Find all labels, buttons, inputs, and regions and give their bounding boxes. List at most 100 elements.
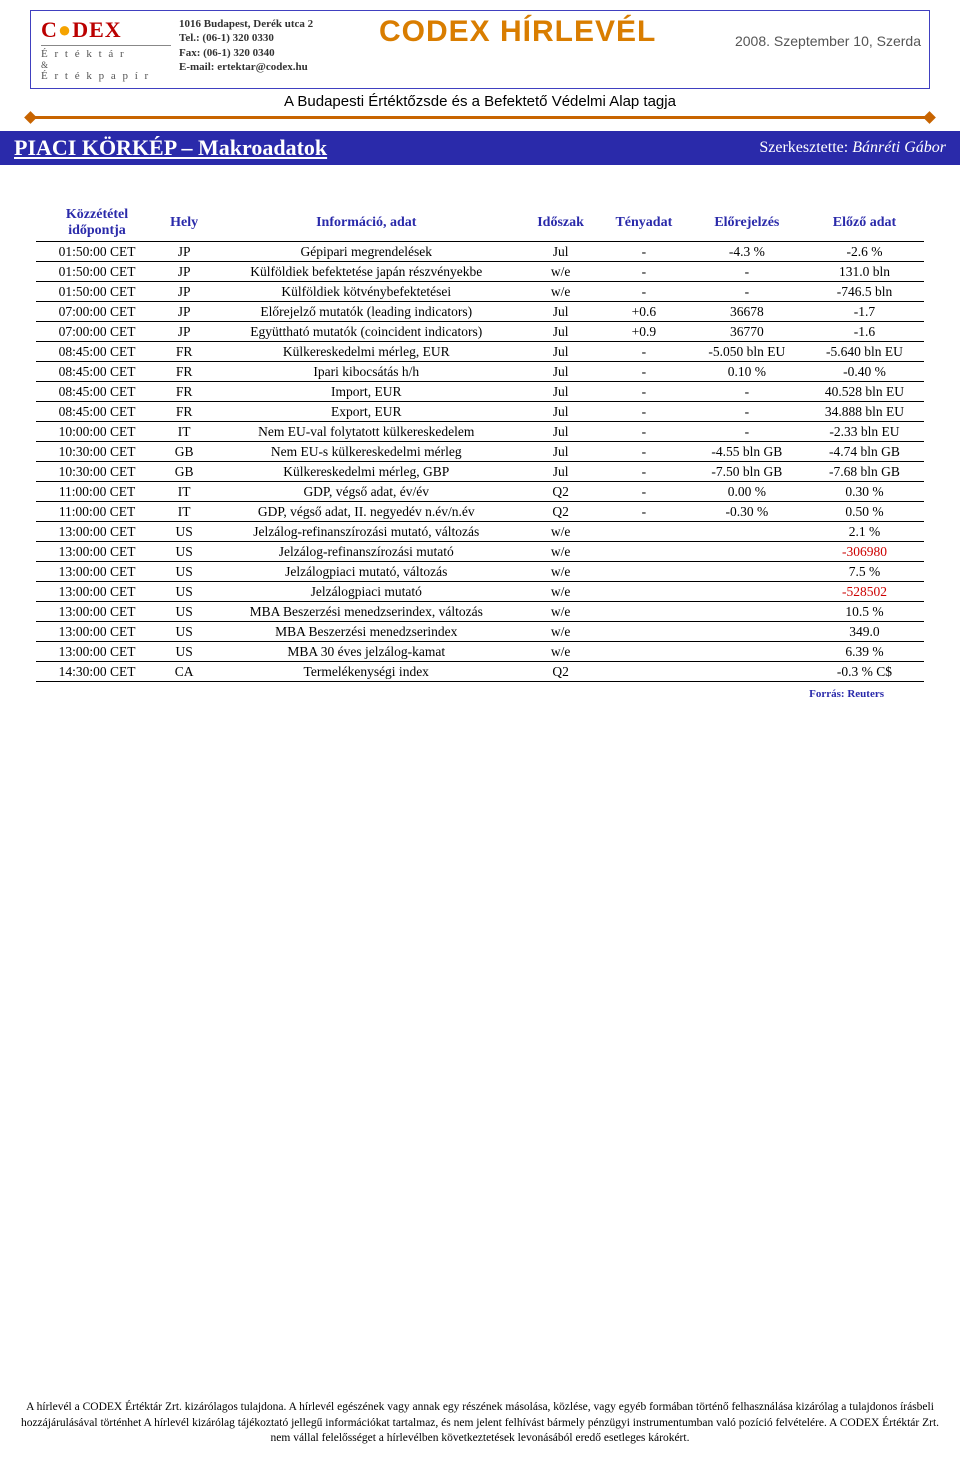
table-row: 10:00:00 CETITNem EU-val folytatott külk…	[36, 422, 924, 442]
subtitle: A Budapesti Értéktőzsde és a Befektető V…	[30, 89, 930, 116]
logo-c: C	[41, 17, 58, 42]
cell: 36770	[689, 322, 805, 342]
table-row: 13:00:00 CETUSJelzálog-refinanszírozási …	[36, 542, 924, 562]
col-place: Hely	[158, 205, 210, 242]
cell: 10.5 %	[805, 602, 924, 622]
cell: -4.55 bln GB	[689, 442, 805, 462]
col-info: Információ, adat	[210, 205, 522, 242]
cell: US	[158, 642, 210, 662]
cell: -0.3 % C$	[805, 662, 924, 682]
cell: -7.50 bln GB	[689, 462, 805, 482]
cell: -	[599, 502, 689, 522]
cell: w/e	[522, 262, 599, 282]
cell: FR	[158, 402, 210, 422]
table-wrap: Közzététel időpontja Hely Információ, ad…	[0, 165, 960, 710]
cell: -	[599, 442, 689, 462]
table-row: 07:00:00 CETJPElőrejelző mutatók (leadin…	[36, 302, 924, 322]
cell: -	[599, 402, 689, 422]
cell: 13:00:00 CET	[36, 582, 158, 602]
cell: Együttható mutatók (coincident indicator…	[210, 322, 522, 342]
cell: Jul	[522, 302, 599, 322]
cell: 2.1 %	[805, 522, 924, 542]
cell: -	[599, 362, 689, 382]
cell: w/e	[522, 602, 599, 622]
cell: 14:30:00 CET	[36, 662, 158, 682]
table-row: 01:50:00 CETJPKülföldiek befektetése jap…	[36, 262, 924, 282]
table-row: 08:45:00 CETFRImport, EURJul--40.528 bln…	[36, 382, 924, 402]
table-row: 07:00:00 CETJPEgyüttható mutatók (coinci…	[36, 322, 924, 342]
table-row: 13:00:00 CETUSJelzálogpiaci mutatów/e-52…	[36, 582, 924, 602]
cell: JP	[158, 302, 210, 322]
cell: JP	[158, 282, 210, 302]
cell: -	[599, 342, 689, 362]
col-forecast: Előrejelzés	[689, 205, 805, 242]
table-row: 01:50:00 CETJPKülföldiek kötvénybefektet…	[36, 282, 924, 302]
cell: +0.6	[599, 302, 689, 322]
cell: 13:00:00 CET	[36, 562, 158, 582]
cell: Jelzálog-refinanszírozási mutató	[210, 542, 522, 562]
cell: Jul	[522, 422, 599, 442]
contact-block: 1016 Budapest, Derék utca 2 Tel.: (06-1)…	[173, 15, 369, 74]
contact-address: 1016 Budapest, Derék utca 2	[179, 17, 369, 31]
editor-label: Szerkesztette:	[759, 139, 852, 156]
table-row: 08:45:00 CETFRKülkereskedelmi mérleg, EU…	[36, 342, 924, 362]
cell	[599, 522, 689, 542]
divider	[30, 116, 930, 119]
cell: 36678	[689, 302, 805, 322]
cell: -4.3 %	[689, 242, 805, 262]
table-row: 10:30:00 CETGBKülkereskedelmi mérleg, GB…	[36, 462, 924, 482]
cell: IT	[158, 422, 210, 442]
cell: Külkereskedelmi mérleg, EUR	[210, 342, 522, 362]
cell: Jul	[522, 402, 599, 422]
cell: 13:00:00 CET	[36, 642, 158, 662]
cell: US	[158, 602, 210, 622]
cell: 349.0	[805, 622, 924, 642]
cell: w/e	[522, 582, 599, 602]
cell: Előrejelző mutatók (leading indicators)	[210, 302, 522, 322]
cell	[689, 522, 805, 542]
col-actual: Tényadat	[599, 205, 689, 242]
logo-sub2: É r t é k p a p í r	[41, 70, 171, 82]
cell: 0.00 %	[689, 482, 805, 502]
cell	[689, 562, 805, 582]
cell: GB	[158, 462, 210, 482]
table-row: 13:00:00 CETUSMBA Beszerzési menedzserin…	[36, 602, 924, 622]
table-row: 10:30:00 CETGBNem EU-s külkereskedelmi m…	[36, 442, 924, 462]
cell: CA	[158, 662, 210, 682]
cell: Jul	[522, 322, 599, 342]
cell	[599, 662, 689, 682]
cell: MBA Beszerzési menedzserindex	[210, 622, 522, 642]
cell: 08:45:00 CET	[36, 362, 158, 382]
cell: 13:00:00 CET	[36, 602, 158, 622]
table-row: 11:00:00 CETITGDP, végső adat, II. negye…	[36, 502, 924, 522]
cell: Q2	[522, 662, 599, 682]
cell: -	[599, 462, 689, 482]
cell: -0.40 %	[805, 362, 924, 382]
cell: 13:00:00 CET	[36, 622, 158, 642]
cell: -2.6 %	[805, 242, 924, 262]
cell: 7.5 %	[805, 562, 924, 582]
cell	[599, 582, 689, 602]
cell: 07:00:00 CET	[36, 322, 158, 342]
section-bar: PIACI KÖRKÉP – Makroadatok Szerkesztette…	[0, 131, 960, 165]
cell: -2.33 bln EU	[805, 422, 924, 442]
contact-tel: Tel.: (06-1) 320 0330	[179, 31, 369, 45]
cell: Jelzálog-refinanszírozási mutató, változ…	[210, 522, 522, 542]
logo-amp: &	[41, 60, 171, 70]
cell: Q2	[522, 482, 599, 502]
cell	[689, 582, 805, 602]
cell: US	[158, 522, 210, 542]
cell: FR	[158, 382, 210, 402]
cell: Jul	[522, 382, 599, 402]
contact-email: E-mail: ertektar@codex.hu	[179, 60, 369, 74]
cell: GDP, végső adat, év/év	[210, 482, 522, 502]
table-body: 01:50:00 CETJPGépipari megrendelésekJul-…	[36, 242, 924, 682]
cell: -	[689, 422, 805, 442]
cell	[689, 602, 805, 622]
cell: MBA 30 éves jelzálog-kamat	[210, 642, 522, 662]
cell: w/e	[522, 562, 599, 582]
cell: Jul	[522, 442, 599, 462]
cell: -746.5 bln	[805, 282, 924, 302]
cell	[599, 642, 689, 662]
cell	[599, 562, 689, 582]
